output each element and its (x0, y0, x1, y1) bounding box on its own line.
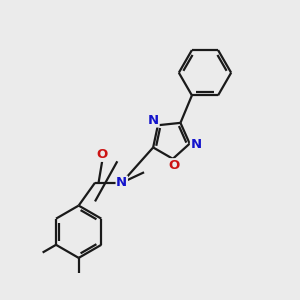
Text: O: O (168, 159, 179, 172)
Text: N: N (148, 114, 159, 127)
Text: O: O (97, 148, 108, 161)
Text: N: N (190, 139, 202, 152)
Text: N: N (116, 176, 127, 189)
